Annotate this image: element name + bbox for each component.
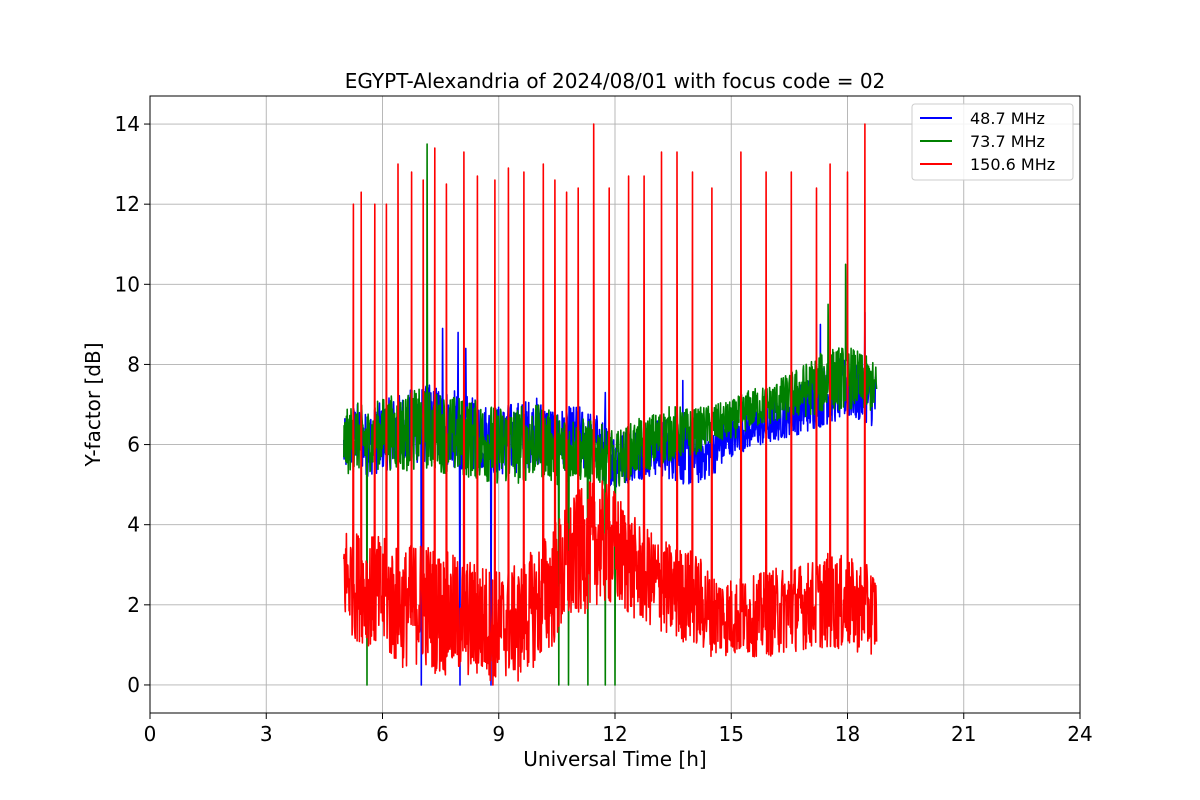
y-tick-label: 10 (115, 272, 140, 296)
y-tick-label: 14 (115, 112, 140, 136)
y-tick-label: 4 (127, 513, 140, 537)
legend-box (911, 103, 1074, 181)
legend-label: 150.6 MHz (970, 155, 1055, 174)
x-tick-label: 24 (1067, 722, 1092, 746)
x-tick-label: 18 (835, 722, 860, 746)
x-tick-label: 12 (602, 722, 627, 746)
legend-label: 73.7 MHz (970, 132, 1045, 151)
x-tick-label: 0 (144, 722, 157, 746)
series-line-3 (343, 123, 878, 686)
legend: 48.7 MHz 73.7 MHz 150.6 MHz (911, 103, 1074, 181)
y-axis-label: Y-factor [dB] (81, 342, 105, 467)
y-tick-label: 8 (127, 352, 140, 376)
y-tick-label: 2 (127, 593, 140, 617)
y-tick-label: 12 (115, 192, 140, 216)
x-tick-label: 3 (260, 722, 273, 746)
legend-label: 48.7 MHz (970, 109, 1045, 128)
chart-title: EGYPT-Alexandria of 2024/08/01 with focu… (345, 69, 886, 93)
x-tick-label: 6 (376, 722, 389, 746)
x-axis-label: Universal Time [h] (523, 747, 706, 771)
x-tick-label: 15 (719, 722, 744, 746)
y-tick-label: 6 (127, 433, 140, 457)
series-line-2 (343, 143, 878, 686)
series-layer (343, 123, 878, 686)
y-tick-label: 0 (127, 673, 140, 697)
x-tick-label: 9 (492, 722, 505, 746)
x-tick-label: 21 (951, 722, 976, 746)
